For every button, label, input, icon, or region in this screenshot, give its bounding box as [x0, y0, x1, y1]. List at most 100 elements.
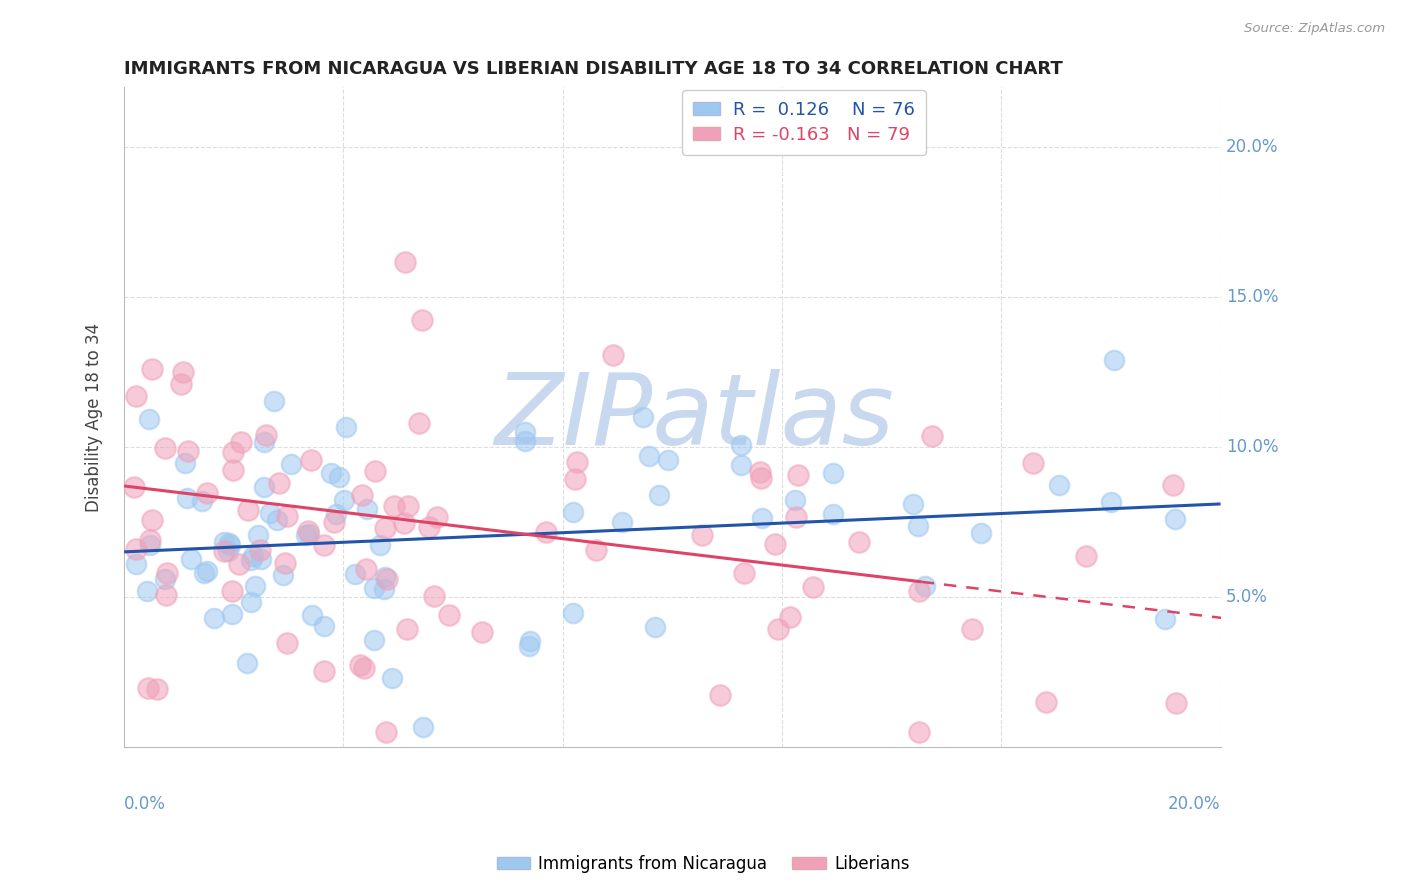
Point	[321, 466, 343, 480]
Point	[690, 527, 713, 541]
Point	[364, 464, 387, 478]
Point	[519, 633, 541, 648]
Point	[631, 409, 654, 424]
Point	[907, 519, 929, 533]
Point	[312, 619, 335, 633]
Point	[222, 463, 245, 477]
Point	[153, 442, 176, 456]
Point	[301, 607, 323, 622]
Point	[202, 611, 225, 625]
Point	[229, 435, 252, 450]
Point	[418, 520, 440, 534]
Point	[177, 444, 200, 458]
Y-axis label: Disability Age 18 to 34: Disability Age 18 to 34	[86, 323, 103, 512]
Point	[259, 507, 281, 521]
Point	[903, 498, 925, 512]
Point	[1161, 478, 1184, 492]
Point	[644, 620, 666, 634]
Text: 0.0%: 0.0%	[124, 795, 166, 813]
Point	[193, 566, 215, 580]
Point	[170, 377, 193, 392]
Text: IMMIGRANTS FROM NICARAGUA VS LIBERIAN DISABILITY AGE 18 TO 34 CORRELATION CHART: IMMIGRANTS FROM NICARAGUA VS LIBERIAN DI…	[124, 60, 1063, 78]
Point	[276, 636, 298, 650]
Point	[176, 491, 198, 505]
Point	[269, 475, 291, 490]
Point	[195, 485, 218, 500]
Point	[217, 544, 239, 558]
Point	[395, 622, 418, 636]
Legend: R =  0.126    N = 76, R = -0.163   N = 79: R = 0.126 N = 76, R = -0.163 N = 79	[682, 90, 925, 155]
Point	[960, 623, 983, 637]
Point	[263, 393, 285, 408]
Point	[394, 254, 416, 268]
Point	[426, 510, 449, 524]
Point	[122, 480, 145, 494]
Point	[408, 416, 430, 430]
Point	[139, 538, 162, 552]
Point	[138, 411, 160, 425]
Point	[373, 582, 395, 596]
Point	[125, 541, 148, 556]
Point	[240, 595, 263, 609]
Point	[785, 509, 807, 524]
Point	[709, 688, 731, 702]
Point	[1102, 353, 1125, 368]
Point	[328, 470, 350, 484]
Text: 20.0%: 20.0%	[1226, 138, 1278, 156]
Point	[253, 435, 276, 450]
Point	[335, 420, 357, 434]
Point	[1164, 512, 1187, 526]
Text: ZIPatlas: ZIPatlas	[495, 368, 894, 466]
Point	[970, 525, 993, 540]
Point	[274, 557, 297, 571]
Point	[908, 584, 931, 599]
Text: 10.0%: 10.0%	[1226, 438, 1278, 456]
Point	[657, 452, 679, 467]
Point	[218, 538, 240, 552]
Point	[333, 493, 356, 508]
Text: 5.0%: 5.0%	[1226, 588, 1268, 606]
Point	[356, 502, 378, 516]
Point	[228, 557, 250, 571]
Point	[1047, 478, 1070, 492]
Point	[350, 488, 373, 502]
Point	[245, 579, 267, 593]
Point	[141, 362, 163, 376]
Point	[349, 658, 371, 673]
Point	[214, 535, 236, 549]
Point	[295, 528, 318, 542]
Point	[297, 524, 319, 538]
Point	[173, 456, 195, 470]
Point	[141, 513, 163, 527]
Point	[787, 467, 810, 482]
Point	[323, 515, 346, 529]
Point	[172, 365, 194, 379]
Point	[562, 505, 585, 519]
Point	[363, 632, 385, 647]
Point	[375, 724, 398, 739]
Point	[250, 552, 273, 566]
Point	[748, 466, 770, 480]
Point	[733, 566, 755, 581]
Point	[276, 509, 298, 524]
Point	[637, 449, 659, 463]
Point	[363, 582, 385, 596]
Point	[253, 480, 276, 494]
Point	[921, 429, 943, 443]
Point	[515, 434, 537, 449]
Point	[765, 537, 787, 551]
Point	[564, 472, 586, 486]
Point	[412, 720, 434, 734]
Point	[768, 622, 790, 636]
Point	[382, 499, 405, 513]
Point	[908, 724, 931, 739]
Point	[375, 572, 398, 586]
Point	[648, 488, 671, 502]
Point	[374, 570, 396, 584]
Text: Source: ZipAtlas.com: Source: ZipAtlas.com	[1244, 22, 1385, 36]
Point	[236, 503, 259, 517]
Point	[280, 457, 302, 471]
Point	[354, 562, 377, 576]
Point	[343, 567, 366, 582]
Point	[273, 568, 295, 582]
